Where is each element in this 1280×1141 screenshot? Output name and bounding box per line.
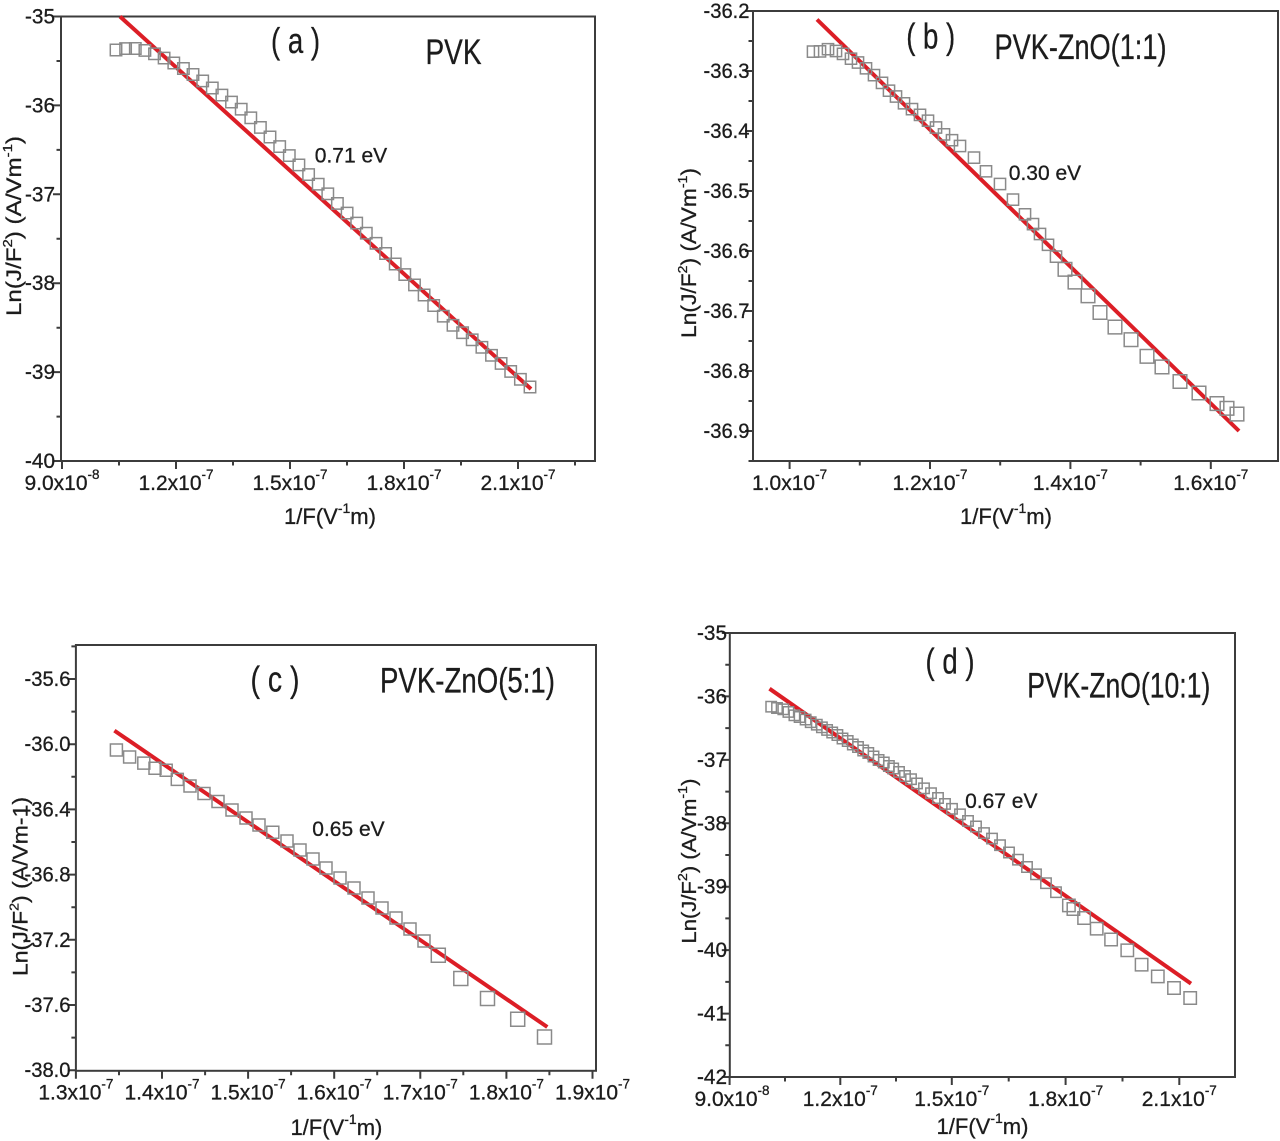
svg-text:-36.9: -36.9 [704,420,750,443]
svg-text:1.8x10-7: 1.8x10-7 [1028,1083,1103,1111]
svg-text:2.1x10-7: 2.1x10-7 [480,467,555,495]
svg-text:-37.6: -37.6 [25,994,71,1017]
svg-text:Ln(J/F2) (A/Vm-1): Ln(J/F2) (A/Vm-1) [675,779,701,944]
svg-text:-39: -39 [697,876,727,899]
svg-text:1.2x10-7: 1.2x10-7 [138,467,213,495]
svg-text:Ln(J/F2) (A/Vm-1): Ln(J/F2) (A/Vm-1) [0,136,26,316]
svg-text:Ln(J/F2) (A/Vm-1): Ln(J/F2) (A/Vm-1) [675,168,701,338]
svg-text:9.0x10-8: 9.0x10-8 [694,1083,769,1111]
svg-text:-36: -36 [25,94,55,117]
svg-text:0.71 eV: 0.71 eV [315,145,387,168]
svg-text:-35.6: -35.6 [25,668,71,691]
svg-text:-40: -40 [25,450,55,473]
svg-text:2.1x10-7: 2.1x10-7 [1142,1083,1217,1111]
svg-text:-42: -42 [697,1066,727,1089]
svg-text:-37.2: -37.2 [25,929,71,952]
svg-text:1.4x10-7: 1.4x10-7 [1033,467,1108,495]
svg-text:( c ): ( c ) [251,659,300,700]
svg-text:-36.7: -36.7 [704,300,750,323]
svg-text:1/F(V-1m): 1/F(V-1m) [960,500,1052,529]
svg-text:-38: -38 [697,812,727,835]
svg-text:PVK-ZnO(10:1): PVK-ZnO(10:1) [1027,667,1210,706]
svg-text:1/F(V-1m): 1/F(V-1m) [290,1111,382,1140]
svg-text:1.2x10-7: 1.2x10-7 [803,1083,878,1111]
svg-text:1.6x10-7: 1.6x10-7 [297,1077,372,1105]
svg-text:1/F(V-1m): 1/F(V-1m) [284,500,376,529]
svg-text:1.9x10-7: 1.9x10-7 [555,1077,630,1105]
svg-text:-36.2: -36.2 [704,0,750,23]
svg-text:-36.4: -36.4 [704,120,750,143]
svg-text:1.4x10-7: 1.4x10-7 [124,1077,199,1105]
svg-text:1.5x10-7: 1.5x10-7 [211,1077,286,1105]
svg-text:Ln(J/F2) (A/Vm-1): Ln(J/F2) (A/Vm-1) [7,797,33,976]
svg-text:-36.3: -36.3 [704,60,750,83]
svg-text:-35: -35 [25,6,55,29]
svg-text:0.67 eV: 0.67 eV [965,790,1037,813]
svg-text:0.30 eV: 0.30 eV [1009,162,1081,185]
svg-text:( a ): ( a ) [271,20,320,61]
svg-text:-37: -37 [697,749,727,772]
svg-text:PVK-ZnO(5:1): PVK-ZnO(5:1) [380,662,555,701]
svg-text:-36.6: -36.6 [704,240,750,263]
svg-text:-38.0: -38.0 [25,1059,71,1082]
svg-text:1.8x10-7: 1.8x10-7 [366,467,441,495]
svg-text:1/F(V-1m): 1/F(V-1m) [937,1110,1029,1139]
svg-text:1.7x10-7: 1.7x10-7 [383,1077,458,1105]
svg-text:-36.0: -36.0 [25,733,71,756]
svg-text:0.65 eV: 0.65 eV [312,818,384,841]
svg-text:1.2x10-7: 1.2x10-7 [892,467,967,495]
svg-text:-39: -39 [25,361,55,384]
svg-text:1.5x10-7: 1.5x10-7 [914,1083,989,1111]
svg-text:1.6x10-7: 1.6x10-7 [1173,467,1248,495]
svg-text:( d ): ( d ) [926,641,975,682]
svg-text:1.8x10-7: 1.8x10-7 [469,1077,544,1105]
svg-text:-35: -35 [697,622,727,645]
svg-text:-37: -37 [25,183,55,206]
svg-text:-40: -40 [697,939,727,962]
svg-text:1.3x10-7: 1.3x10-7 [38,1077,113,1105]
svg-text:-36.5: -36.5 [704,180,750,203]
svg-text:-38: -38 [25,272,55,295]
svg-text:-36: -36 [697,685,727,708]
svg-text:9.0x10-8: 9.0x10-8 [24,467,99,495]
svg-text:-41: -41 [697,1003,727,1026]
svg-text:( b ): ( b ) [906,16,955,57]
svg-text:-36.4: -36.4 [25,798,71,821]
svg-text:1.5x10-7: 1.5x10-7 [252,467,327,495]
svg-text:1.0x10-7: 1.0x10-7 [752,467,827,495]
svg-text:PVK: PVK [426,33,482,72]
svg-text:-36.8: -36.8 [25,864,71,887]
svg-text:PVK-ZnO(1:1): PVK-ZnO(1:1) [995,28,1167,67]
svg-text:-36.8: -36.8 [704,360,750,383]
